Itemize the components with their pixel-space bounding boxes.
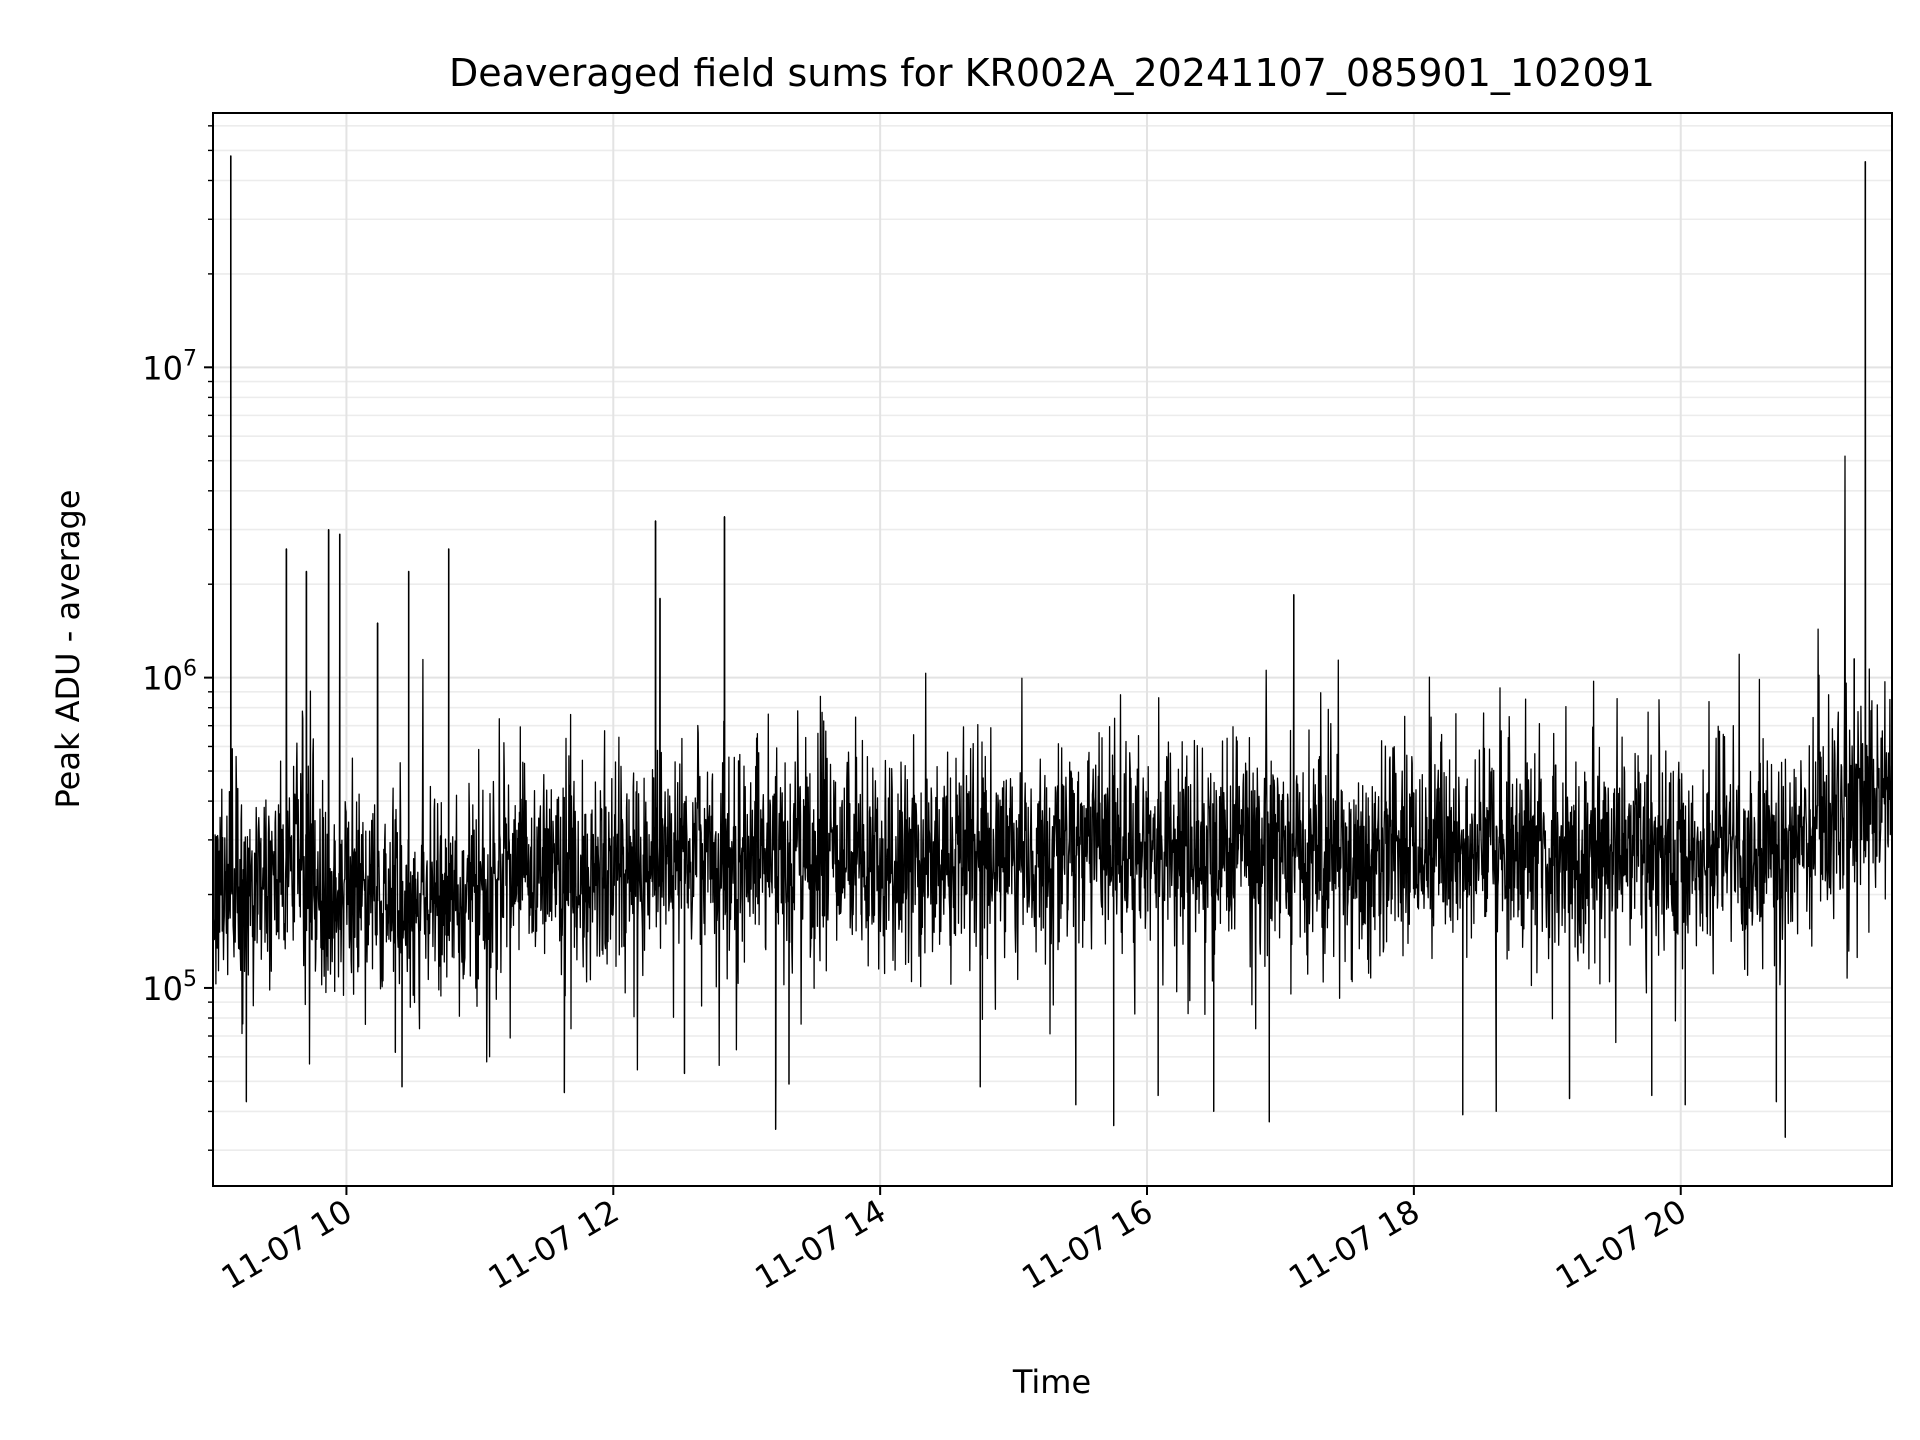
chart-title: Deaveraged field sums for KR002A_2024110… [449, 51, 1655, 95]
y-tick-label: 105 [142, 967, 197, 1008]
x-tick-label: 11-07 20 [1549, 1192, 1693, 1297]
grid [213, 113, 1892, 1186]
y-axis: 105 106 107 [142, 125, 213, 1151]
y-tick-label: 107 [142, 346, 197, 387]
x-tick-label: 11-07 18 [1282, 1192, 1426, 1297]
y-tick-label: 106 [142, 657, 197, 698]
x-axis-label: Time [1012, 1363, 1091, 1401]
x-tick-label: 11-07 14 [749, 1192, 893, 1297]
x-tick-label: 11-07 10 [215, 1192, 359, 1297]
x-tick-label: 11-07 12 [482, 1192, 626, 1297]
data-series [212, 155, 1893, 1138]
plot-frame [212, 112, 1893, 1187]
series-line [212, 155, 1893, 1138]
y-axis-label: Peak ADU - average [49, 490, 87, 809]
x-axis: 11-07 10 11-07 12 11-07 14 11-07 16 11-07 18… [215, 1186, 1693, 1297]
x-tick-label: 11-07 16 [1015, 1192, 1159, 1297]
